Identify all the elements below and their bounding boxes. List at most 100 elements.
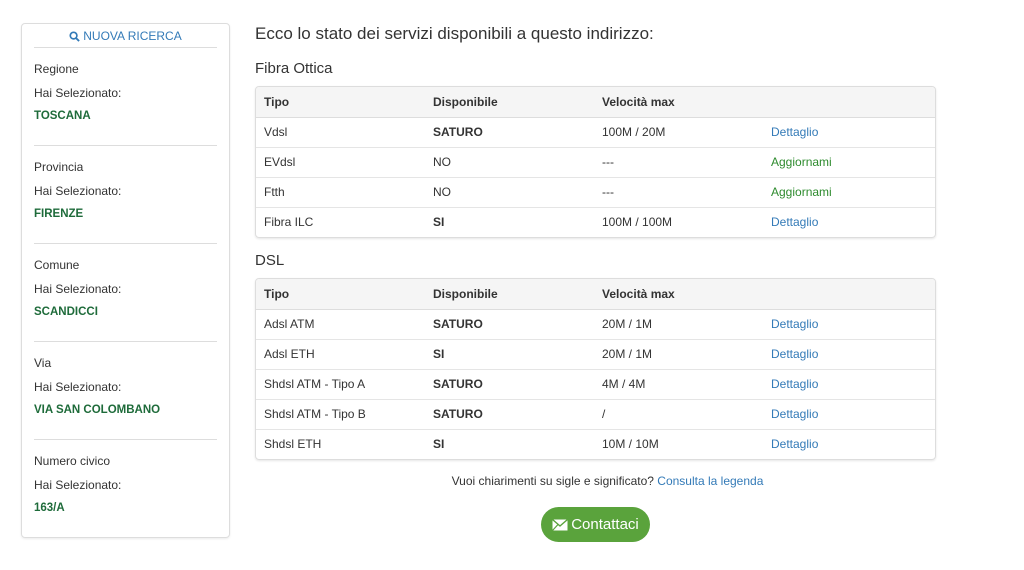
table-row: Adsl ETH SI 20M / 1M Dettaglio (256, 338, 935, 369)
cell-action: Dettaglio (763, 309, 935, 339)
column-header-action (763, 279, 935, 310)
sidebar-section: Provincia Hai Selezionato: FIRENZE (34, 146, 217, 244)
section-label: Provincia (34, 160, 84, 174)
services-table: Tipo Disponibile Velocità max Vdsl SATURO 100… (255, 86, 936, 238)
legend-link[interactable]: Consulta la legenda (657, 474, 764, 488)
cell-disponibile: SATURO (433, 125, 483, 139)
cell-action: Aggiornami (763, 146, 935, 177)
cell-velocita: --- (594, 146, 763, 177)
services-table: Tipo Disponibile Velocità max Adsl ATM SATUR… (255, 278, 936, 460)
sidebar: NUOVA RICERCA Regione Hai Selezionato: TOS… (21, 23, 230, 538)
sidebar-section: Numero civico Hai Selezionato: 163/A (34, 440, 217, 538)
table-row: Shdsl ATM - Tipo B SATURO / Dettaglio (256, 398, 935, 429)
selected-label: Hai Selezionato: (34, 184, 122, 198)
column-header: Velocità max (594, 279, 763, 310)
cell-action: Dettaglio (763, 398, 935, 429)
column-header: Tipo (256, 279, 425, 310)
section-label: Via (34, 356, 52, 370)
dettaglio-link[interactable]: Dettaglio (771, 407, 819, 421)
table-row: Adsl ATM SATURO 20M / 1M Dettaglio (256, 309, 935, 339)
new-search-label: NUOVA RICERCA (83, 29, 182, 43)
dettaglio-link[interactable]: Dettaglio (771, 215, 819, 230)
dettaglio-link[interactable]: Dettaglio (771, 125, 819, 139)
cell-tipo: Vdsl (264, 125, 288, 139)
dettaglio-link[interactable]: Dettaglio (771, 347, 819, 361)
selected-value: 163/A (34, 502, 65, 514)
table-row: Ftth NO --- Aggiornami (256, 176, 935, 207)
cell-action: Dettaglio (763, 206, 935, 237)
section-label: Regione (34, 62, 79, 76)
cell-disponibile: NO (425, 146, 594, 177)
selected-label: Hai Selezionato: (34, 86, 122, 100)
cell-tipo: Adsl ATM (264, 317, 315, 331)
cell-velocita: 100M / 20M (602, 125, 666, 139)
column-header: Velocità max (594, 87, 763, 118)
selected-label: Hai Selezionato: (34, 478, 122, 492)
cell-disponibile: SI (425, 206, 594, 237)
cell-tipo: Adsl ETH (256, 338, 425, 369)
sidebar-section: Regione Hai Selezionato: TOSCANA (34, 48, 217, 146)
column-header: Disponibile (425, 279, 594, 310)
dettaglio-link[interactable]: Dettaglio (771, 377, 819, 391)
cell-tipo: Fibra ILC (256, 206, 425, 237)
help-line: Vuoi chiarimenti su sigle e significato?… (255, 474, 936, 488)
column-header-action (763, 87, 935, 118)
aggiornami-link[interactable]: Aggiornami (771, 185, 832, 199)
table-row: EVdsl NO --- Aggiornami (256, 146, 935, 177)
cell-tipo: Shdsl ETH (256, 428, 425, 459)
table-row: Shdsl ATM - Tipo A SATURO 4M / 4M Dettaglio (256, 368, 935, 399)
cell-velocita: --- (594, 176, 763, 207)
section-heading: Fibra Ottica (255, 60, 333, 77)
table-row: Fibra ILC SI 100M / 100M Dettaglio (256, 206, 935, 237)
cell-action: Dettaglio (763, 368, 935, 399)
selected-label: Hai Selezionato: (34, 282, 122, 296)
cell-action: Aggiornami (763, 176, 935, 207)
cell-disponibile: SATURO (433, 317, 483, 331)
cell-disponibile: SI (425, 338, 594, 369)
cell-action: Dettaglio (763, 117, 935, 147)
cell-velocita: 100M / 100M (594, 206, 763, 237)
aggiornami-link[interactable]: Aggiornami (771, 155, 832, 169)
table-header: Tipo Disponibile Velocità max (256, 87, 935, 118)
contact-label: Contattaci (571, 516, 639, 533)
table-row: Vdsl SATURO 100M / 20M Dettaglio (256, 117, 935, 147)
cell-disponibile: SATURO (425, 398, 594, 429)
cell-velocita: / (594, 398, 763, 429)
cell-velocita: 4M / 4M (594, 368, 763, 399)
cell-tipo: Shdsl ATM - Tipo A (256, 368, 425, 399)
cell-tipo: Shdsl ATM - Tipo B (256, 398, 425, 429)
selected-value: TOSCANA (34, 110, 91, 122)
cell-action: Dettaglio (763, 338, 935, 369)
selected-label: Hai Selezionato: (34, 380, 122, 394)
cell-velocita: 20M / 1M (594, 338, 763, 369)
page-title: Ecco lo stato dei servizi disponibili a … (255, 24, 654, 43)
cell-disponibile: NO (425, 176, 594, 207)
table-header: Tipo Disponibile Velocità max (256, 279, 935, 310)
selected-value: SCANDICCI (34, 306, 98, 318)
table-row: Shdsl ETH SI 10M / 10M Dettaglio (256, 428, 935, 459)
section-label: Numero civico (34, 454, 111, 468)
cell-disponibile: SI (425, 428, 594, 459)
main-content: Ecco lo stato dei servizi disponibili a … (255, 24, 936, 542)
cell-velocita: 10M / 10M (594, 428, 763, 459)
cell-disponibile: SATURO (425, 368, 594, 399)
column-header: Tipo (256, 87, 425, 118)
sidebar-section: Comune Hai Selezionato: SCANDICCI (34, 244, 217, 342)
help-text: Vuoi chiarimenti su sigle e significato? (451, 474, 654, 488)
cell-tipo: Ftth (256, 176, 425, 207)
column-header: Disponibile (425, 87, 594, 118)
search-icon (69, 31, 80, 42)
sidebar-section: Via Hai Selezionato: VIA SAN COLOMBANO (34, 342, 217, 440)
section-label: Comune (34, 258, 80, 272)
dettaglio-link[interactable]: Dettaglio (771, 317, 819, 331)
cell-action: Dettaglio (763, 428, 935, 459)
selected-value: VIA SAN COLOMBANO (34, 404, 161, 416)
section-heading: DSL (255, 252, 285, 269)
envelope-icon (552, 518, 569, 531)
new-search-link[interactable]: NUOVA RICERCA (34, 24, 217, 48)
cell-tipo: EVdsl (256, 146, 425, 177)
selected-value: FIRENZE (34, 208, 84, 220)
cell-velocita: 20M / 1M (602, 317, 653, 331)
dettaglio-link[interactable]: Dettaglio (771, 437, 819, 452)
contact-button[interactable]: Contattaci (541, 507, 650, 542)
